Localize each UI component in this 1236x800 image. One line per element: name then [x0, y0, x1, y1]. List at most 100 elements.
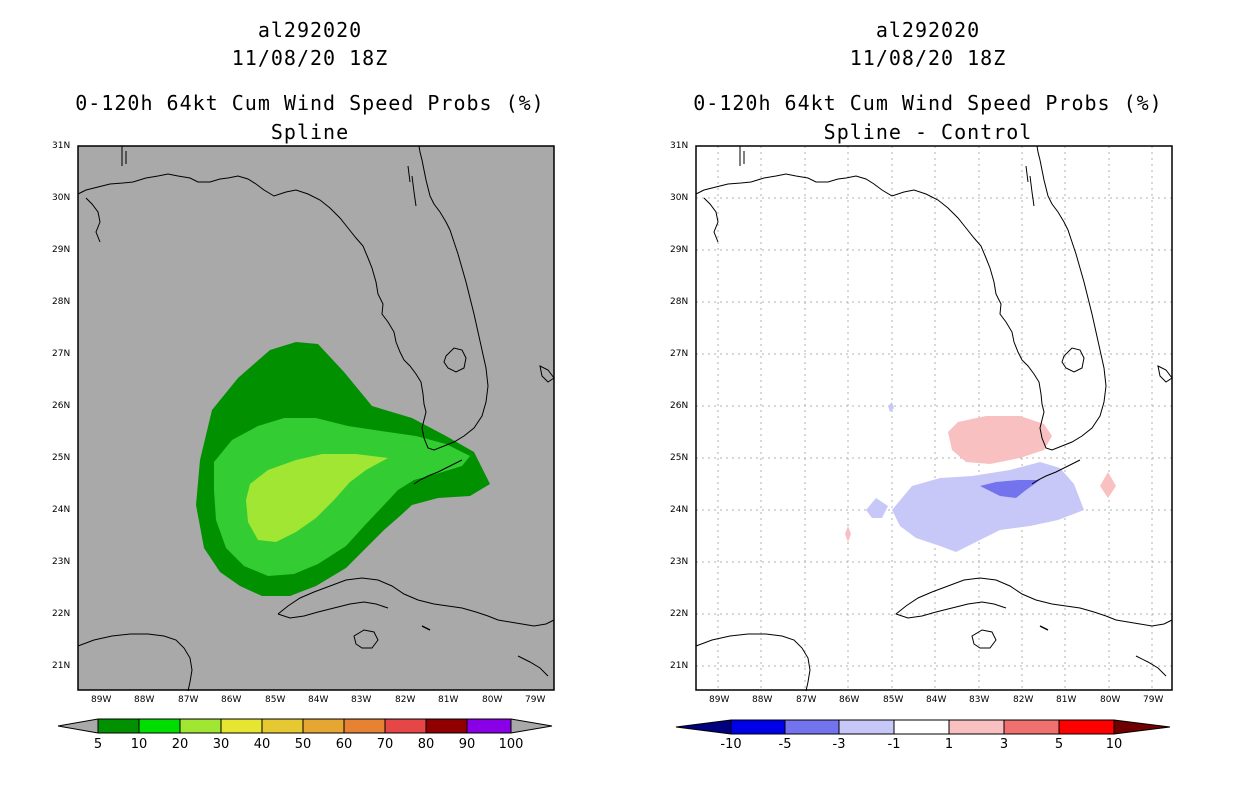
left-lat-label: 22N — [52, 609, 71, 619]
left-lat-label: 21N — [52, 661, 71, 671]
right-lat-label: 21N — [670, 661, 689, 671]
right-colorbar-extend-high — [1114, 720, 1170, 734]
right-contour-positive-1b — [1100, 472, 1116, 498]
right-lat-label: 31N — [670, 141, 689, 151]
right-lon-label: 84W — [926, 695, 947, 705]
right-lat-label: 29N — [670, 245, 689, 255]
left-colorbar-swatch — [262, 719, 303, 733]
left-colorbar-swatch — [467, 719, 511, 733]
right-colorbar-swatch — [1004, 720, 1059, 734]
left-lon-label: 84W — [308, 695, 329, 705]
right-colorbar-label: 5 — [1054, 737, 1064, 752]
right-colorbar-swatch — [839, 720, 894, 734]
left-lon-label: 86W — [221, 695, 242, 705]
left-contour-20 — [246, 454, 388, 542]
left-lat-label: 29N — [52, 245, 71, 255]
left-product-title: 0-120h 64kt Cum Wind Speed Probs (%) — [75, 91, 545, 115]
right-map-panel — [695, 145, 1173, 692]
left-colorbar-extend-high — [511, 719, 552, 733]
right-contour-negative-1 — [892, 462, 1084, 552]
left-colorbar-label: 70 — [376, 737, 394, 752]
right-colorbar-label: -10 — [720, 737, 742, 752]
right-map-background — [696, 146, 1172, 690]
left-colorbar-swatch — [221, 719, 262, 733]
right-lon-label: 86W — [839, 695, 860, 705]
right-subtitle: Spline - Control — [823, 120, 1033, 144]
left-lat-label: 30N — [52, 193, 71, 203]
right-colorbar-label: -1 — [887, 737, 901, 752]
right-lon-label: 83W — [969, 695, 990, 705]
right-colorbar-swatch — [894, 720, 949, 734]
right-lat-label: 23N — [670, 557, 689, 567]
left-colorbar-swatch — [98, 719, 139, 733]
left-datetime: 11/08/20 18Z — [231, 46, 389, 70]
left-lon-label: 89W — [91, 695, 112, 705]
left-colorbar-label: 5 — [93, 737, 103, 752]
left-colorbar-swatch — [385, 719, 426, 733]
right-colorbar-label: -3 — [832, 737, 846, 752]
left-map-panel — [77, 145, 555, 692]
right-colorbar-label: 1 — [944, 737, 954, 752]
left-lon-label: 80W — [482, 695, 503, 705]
left-colorbar-label: 80 — [417, 737, 435, 752]
right-lon-label: 88W — [752, 695, 773, 705]
right-colorbar-extend-low — [676, 720, 731, 734]
left-lon-label: 81W — [438, 695, 459, 705]
right-storm-id: al292020 — [875, 18, 981, 42]
right-lat-label: 27N — [670, 349, 689, 359]
right-lat-label: 28N — [670, 297, 689, 307]
left-colorbar-label: 100 — [498, 737, 524, 752]
left-lon-label: 83W — [351, 695, 372, 705]
right-lon-label: 87W — [796, 695, 817, 705]
right-colorbar-swatch — [731, 720, 785, 734]
right-lat-label: 24N — [670, 505, 689, 515]
left-lat-label: 25N — [52, 453, 71, 463]
right-contour-negative-3 — [980, 480, 1040, 498]
left-colorbar-label: 40 — [253, 737, 271, 752]
right-colorbar — [675, 719, 1171, 735]
left-lon-label: 82W — [395, 695, 416, 705]
right-colorbar-swatch — [785, 720, 839, 734]
left-colorbar-label: 30 — [212, 737, 230, 752]
right-lon-label: 81W — [1056, 695, 1077, 705]
right-lon-label: 80W — [1100, 695, 1121, 705]
right-colorbar-swatch — [949, 720, 1004, 734]
left-lon-label: 87W — [178, 695, 199, 705]
right-contour-positive-1c — [845, 526, 851, 542]
right-product-title: 0-120h 64kt Cum Wind Speed Probs (%) — [693, 91, 1163, 115]
left-map-frame — [77, 145, 555, 691]
right-lon-label: 82W — [1013, 695, 1034, 705]
left-subtitle: Spline — [270, 120, 350, 144]
left-colorbar-swatch — [303, 719, 344, 733]
right-datetime: 11/08/20 18Z — [849, 46, 1007, 70]
right-contour-positive-1 — [948, 416, 1052, 464]
left-colorbar-swatch — [139, 719, 180, 733]
left-colorbar-extend-low — [58, 719, 98, 733]
right-lat-label: 25N — [670, 453, 689, 463]
left-lat-label: 26N — [52, 401, 71, 411]
right-map-frame — [695, 145, 1173, 691]
left-lat-label: 23N — [52, 557, 71, 567]
left-colorbar-swatch — [344, 719, 385, 733]
right-contour-negative-1b — [866, 498, 888, 518]
left-lon-label: 79W — [525, 695, 546, 705]
right-lat-label: 30N — [670, 193, 689, 203]
left-colorbar-label: 90 — [458, 737, 476, 752]
right-lon-label: 79W — [1143, 695, 1164, 705]
left-colorbar-swatch — [426, 719, 467, 733]
left-colorbar-label: 50 — [294, 737, 312, 752]
left-lat-label: 27N — [52, 349, 71, 359]
left-lat-label: 28N — [52, 297, 71, 307]
right-colorbar-label: 10 — [1105, 737, 1123, 752]
left-lon-label: 85W — [265, 695, 286, 705]
left-colorbar-label: 20 — [171, 737, 189, 752]
right-lon-label: 85W — [883, 695, 904, 705]
right-contour-negative-1c — [888, 402, 894, 412]
left-lat-label: 24N — [52, 505, 71, 515]
right-lat-label: 22N — [670, 609, 689, 619]
left-colorbar-swatch — [180, 719, 221, 733]
left-lon-label: 88W — [134, 695, 155, 705]
left-colorbar-label: 60 — [335, 737, 353, 752]
left-storm-id: al292020 — [257, 18, 363, 42]
